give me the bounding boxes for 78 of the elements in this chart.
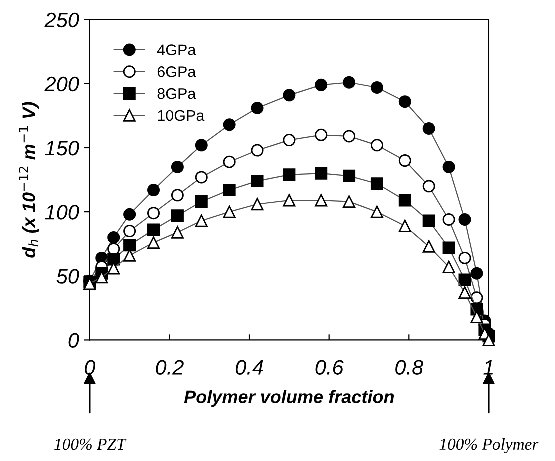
point [124, 208, 136, 221]
point [223, 206, 236, 218]
x-tick-label: 0.6 [316, 360, 344, 375]
point [442, 242, 456, 254]
point [398, 96, 412, 108]
point [195, 171, 208, 184]
point [442, 260, 456, 274]
point [315, 167, 328, 180]
x-tick-label: 0.4 [236, 360, 264, 375]
legend-label: 8GPa [158, 88, 196, 100]
point [458, 252, 472, 264]
point [458, 286, 472, 300]
point [195, 196, 208, 208]
legend-label: 6GPa [158, 66, 196, 78]
point [398, 220, 412, 232]
point [422, 240, 436, 253]
point [343, 170, 356, 182]
point [223, 118, 236, 132]
point [343, 76, 356, 89]
point [148, 207, 160, 220]
point [223, 156, 236, 168]
point [124, 225, 136, 238]
point [422, 122, 436, 136]
point [442, 214, 456, 226]
x-tick-label: 0.8 [396, 360, 424, 375]
point [283, 194, 296, 207]
point [251, 175, 264, 188]
point [148, 224, 160, 236]
point [223, 184, 236, 197]
point [171, 160, 184, 174]
y-tick-label: 100 [45, 205, 80, 220]
x-tick-label: 0 [85, 360, 96, 375]
point [398, 154, 412, 168]
point [370, 139, 384, 152]
point [171, 189, 184, 202]
y-tick-label: 250 [44, 12, 80, 28]
point [251, 198, 264, 211]
point [442, 160, 456, 174]
point [343, 130, 356, 143]
point [195, 139, 208, 152]
point [251, 144, 264, 157]
point [148, 236, 160, 250]
point [283, 168, 296, 182]
text: 100% Polymer [440, 438, 539, 454]
point [108, 253, 120, 266]
point [458, 214, 472, 226]
point [470, 267, 484, 280]
y-axis-title: d$_{h}$ (x 10$^{−12}$ m$^{−1}$ V) [18, 102, 39, 258]
y-tick-label: 50 [56, 269, 80, 284]
point [283, 134, 296, 147]
point [171, 226, 184, 239]
point [148, 184, 160, 197]
y-tick-label: 200 [44, 76, 80, 92]
point [124, 239, 136, 252]
point [370, 178, 384, 190]
point [108, 231, 120, 244]
y-tick-label: 150 [45, 140, 80, 156]
legend-label: 10GPa [158, 110, 205, 122]
point [315, 128, 328, 142]
y-tick-label: 0 [68, 333, 80, 348]
point [422, 214, 436, 228]
x-tick-label: 0.2 [156, 360, 184, 375]
point [370, 81, 384, 94]
point [283, 89, 296, 102]
point [370, 206, 384, 218]
point [458, 274, 472, 286]
point [398, 194, 412, 207]
point [315, 78, 328, 92]
point [422, 180, 436, 193]
point [343, 196, 356, 208]
point [482, 334, 496, 346]
point [171, 210, 184, 222]
point [315, 194, 328, 207]
point [195, 214, 208, 228]
point [251, 102, 264, 115]
text: 100% PZT [54, 438, 127, 450]
x-axis-title: Polymer volume fraction [184, 390, 394, 408]
legend-label: 4GPa [157, 44, 196, 56]
